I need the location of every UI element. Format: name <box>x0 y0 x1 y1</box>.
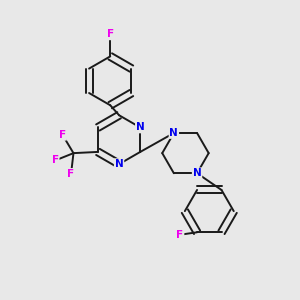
Text: F: F <box>176 230 184 240</box>
Text: F: F <box>107 29 114 39</box>
Text: N: N <box>136 122 145 133</box>
Text: F: F <box>68 169 75 179</box>
Text: N: N <box>193 168 201 178</box>
Text: N: N <box>169 128 178 138</box>
Text: F: F <box>59 130 66 140</box>
Text: N: N <box>115 159 124 169</box>
Text: F: F <box>52 155 59 166</box>
